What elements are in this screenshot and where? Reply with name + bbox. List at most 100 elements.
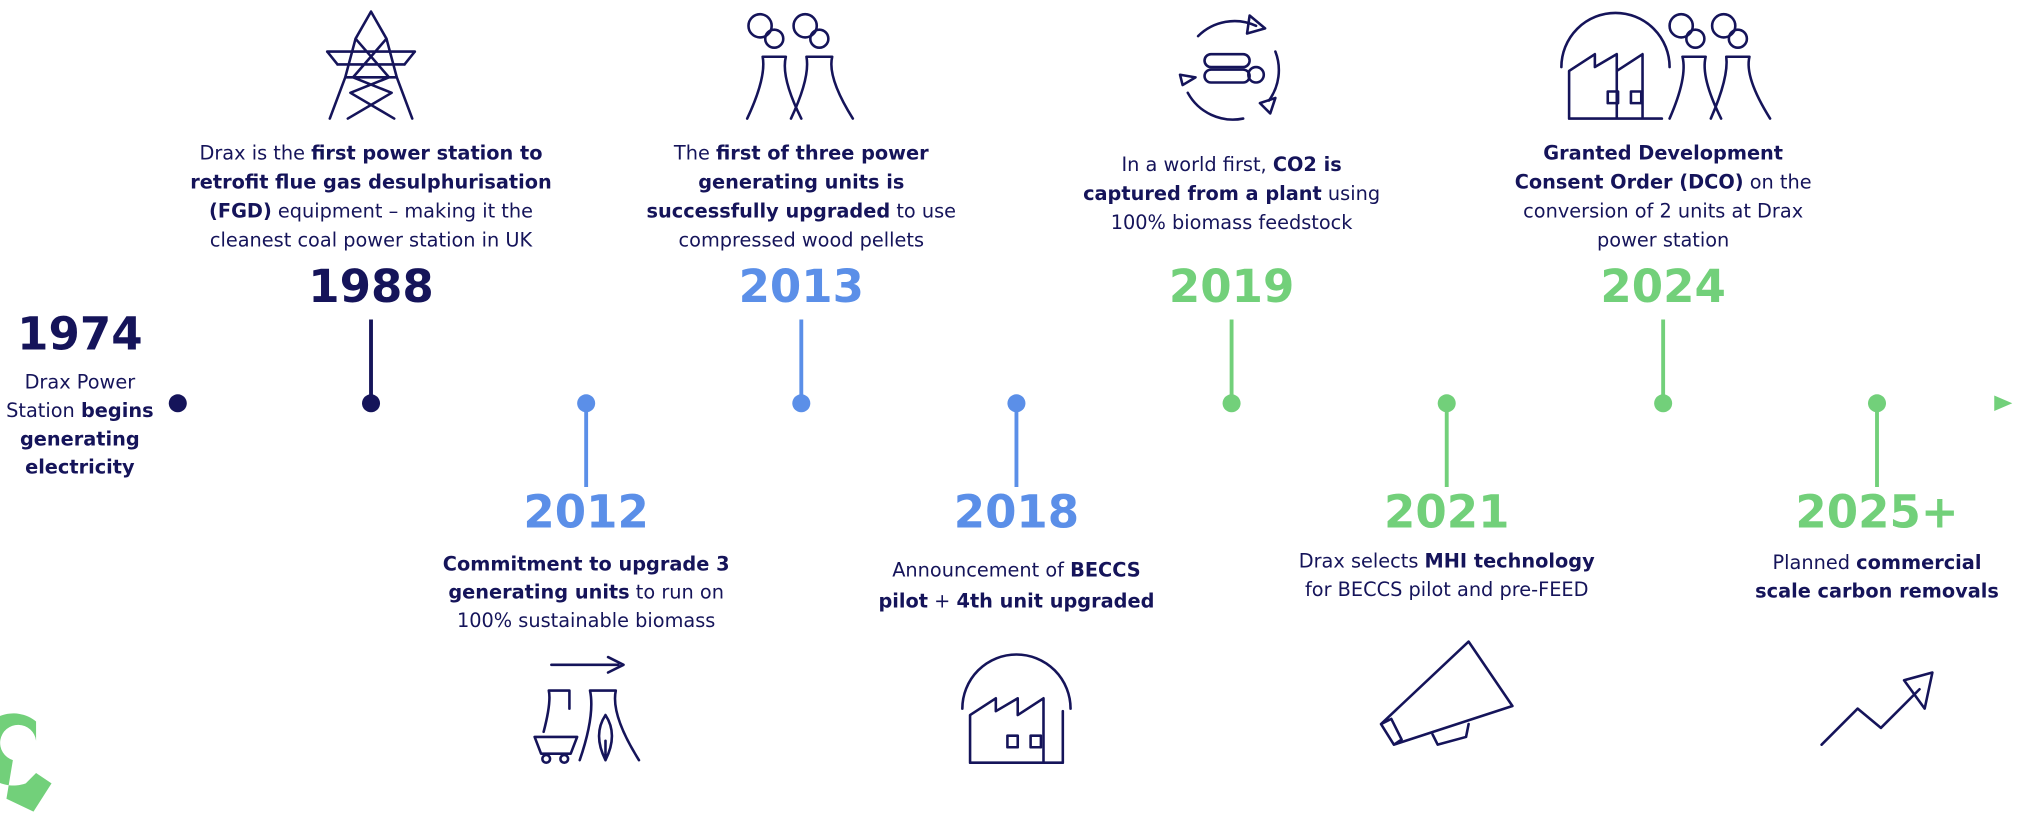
description-line: power station — [1597, 228, 1729, 251]
icon-factory — [961, 653, 1072, 764]
text-run: generating — [20, 427, 140, 450]
description-line: Drax selects MHI technology — [1299, 549, 1595, 572]
text-run: BECCS — [1070, 558, 1141, 581]
icon-growth-arrow — [1820, 671, 1934, 746]
text-run: In a world first, — [1121, 152, 1272, 175]
year: 2025+ — [1795, 485, 1958, 538]
description-line: electricity — [25, 455, 135, 478]
description-line: scale carbon removals — [1755, 579, 1999, 602]
text-run: retrofit flue gas desulphurisation — [190, 170, 552, 193]
text-run: Announcement of — [892, 558, 1070, 581]
milestone-dot — [168, 394, 187, 413]
description-line: for BECCS pilot and pre-FEED — [1305, 578, 1589, 601]
text-run: equipment – making it the — [272, 199, 533, 222]
year: 2012 — [523, 485, 648, 538]
text-run: commercial — [1856, 551, 1981, 574]
text-run: 100% biomass feedstock — [1111, 210, 1354, 233]
milestone-dot — [1222, 394, 1241, 413]
milestone-dot — [1867, 394, 1887, 413]
timeline-event: 2024 Granted Development Consent Order (DC… — [1515, 141, 1812, 413]
axis — [177, 395, 2013, 412]
text-run: conversion of 2 units at Drax — [1523, 199, 1803, 222]
description-line: Commitment to upgrade 3 — [443, 552, 730, 575]
text-run: scale carbon removals — [1755, 579, 1999, 602]
text-run: 100% sustainable biomass — [457, 608, 715, 631]
description-line: 100% biomass feedstock — [1111, 210, 1354, 233]
description-line: generating units to run on — [448, 580, 724, 603]
milestone-dot — [362, 394, 381, 413]
text-run: Drax selects — [1299, 549, 1425, 572]
description-line: Drax is the first power station to — [199, 141, 542, 164]
description-line: Planned commercial — [1773, 551, 1982, 574]
description-line: cleanest coal power station in UK — [210, 228, 534, 251]
text-run: compressed wood pellets — [679, 228, 925, 251]
description-line: compressed wood pellets — [679, 228, 925, 251]
milestone-dot — [1437, 394, 1456, 413]
year: 2018 — [954, 485, 1079, 538]
text-run: The — [673, 141, 716, 164]
text-run: first of three power — [716, 141, 929, 164]
milestone-dot — [792, 394, 811, 413]
text-run: captured from a plant — [1083, 181, 1322, 204]
icon-megaphone — [1379, 640, 1514, 746]
text-run: to use — [890, 199, 956, 222]
text-run: using — [1322, 181, 1380, 204]
text-run: for BECCS pilot and pre-FEED — [1305, 578, 1589, 601]
description-line: Granted Development — [1543, 141, 1783, 164]
year: 2019 — [1169, 260, 1294, 313]
icon-cooling-towers — [745, 12, 855, 120]
year: 2013 — [739, 260, 864, 313]
text-run: pilot — [878, 589, 928, 612]
text-run: MHI technology — [1425, 549, 1596, 572]
description-line: generating — [20, 427, 140, 450]
text-run: successfully upgraded — [647, 199, 891, 222]
year: 2024 — [1600, 260, 1725, 313]
text-run: Consent Order (DCO) — [1515, 170, 1744, 193]
text-run: generating units is — [698, 170, 904, 193]
description-line: (FGD) equipment – making it the — [209, 199, 533, 222]
description-line: retrofit flue gas desulphurisation — [190, 170, 552, 193]
milestone-dot — [1654, 394, 1673, 413]
text-run: Commitment to upgrade 3 — [443, 552, 730, 575]
description-line: conversion of 2 units at Drax — [1523, 199, 1803, 222]
description-line: successfully upgraded to use — [647, 199, 956, 222]
year: 1974 — [17, 308, 142, 361]
description-line: The first of three power — [673, 141, 929, 164]
text-run: first power station to — [311, 141, 542, 164]
description-line: Station begins — [6, 399, 153, 422]
timeline-event: 2012 Commitment to upgrade 3 generating un… — [443, 394, 730, 631]
description-line: 100% sustainable biomass — [457, 608, 715, 631]
milestone-dot — [1007, 394, 1026, 413]
logo — [0, 713, 52, 812]
year: 1988 — [308, 260, 433, 313]
text-run: on the — [1744, 170, 1812, 193]
text-run: cleanest coal power station in UK — [210, 228, 534, 251]
text-run: electricity — [25, 455, 135, 478]
timeline-event: 1974 Drax Power Station begins generating el… — [6, 308, 187, 478]
timeline-event: 2013 The first of three power generating u… — [647, 141, 956, 413]
icon-recycle — [1178, 14, 1281, 121]
description-line: captured from a plant using — [1083, 181, 1380, 204]
text-run: CO2 is — [1273, 152, 1342, 175]
description-line: pilot + 4th unit upgraded — [878, 589, 1154, 612]
description-line: Consent Order (DCO) on the — [1515, 170, 1812, 193]
year: 2021 — [1384, 485, 1509, 538]
timeline-event: 2025+ Planned commercial scale carbon remo… — [1755, 394, 1999, 602]
text-run: Granted Development — [1543, 141, 1783, 164]
text-run: power station — [1597, 228, 1729, 251]
text-run: begins — [81, 399, 154, 422]
icon-pylon — [325, 10, 417, 120]
text-run: + — [928, 589, 956, 612]
text-run: Station — [6, 399, 81, 422]
icon-biomass-conversion — [533, 655, 641, 764]
description-line: Drax Power — [25, 370, 136, 393]
description-line: generating units is — [698, 170, 904, 193]
text-run: to run on — [630, 580, 724, 603]
description-line: In a world first, CO2 is — [1121, 152, 1341, 175]
timeline-event: 2019 In a world first, CO2 is captured fro… — [1083, 152, 1380, 413]
timeline-event: 1988 Drax is the first power station to re… — [190, 141, 552, 413]
milestone-dot — [577, 394, 596, 413]
description-line: Announcement of BECCS — [892, 558, 1140, 581]
